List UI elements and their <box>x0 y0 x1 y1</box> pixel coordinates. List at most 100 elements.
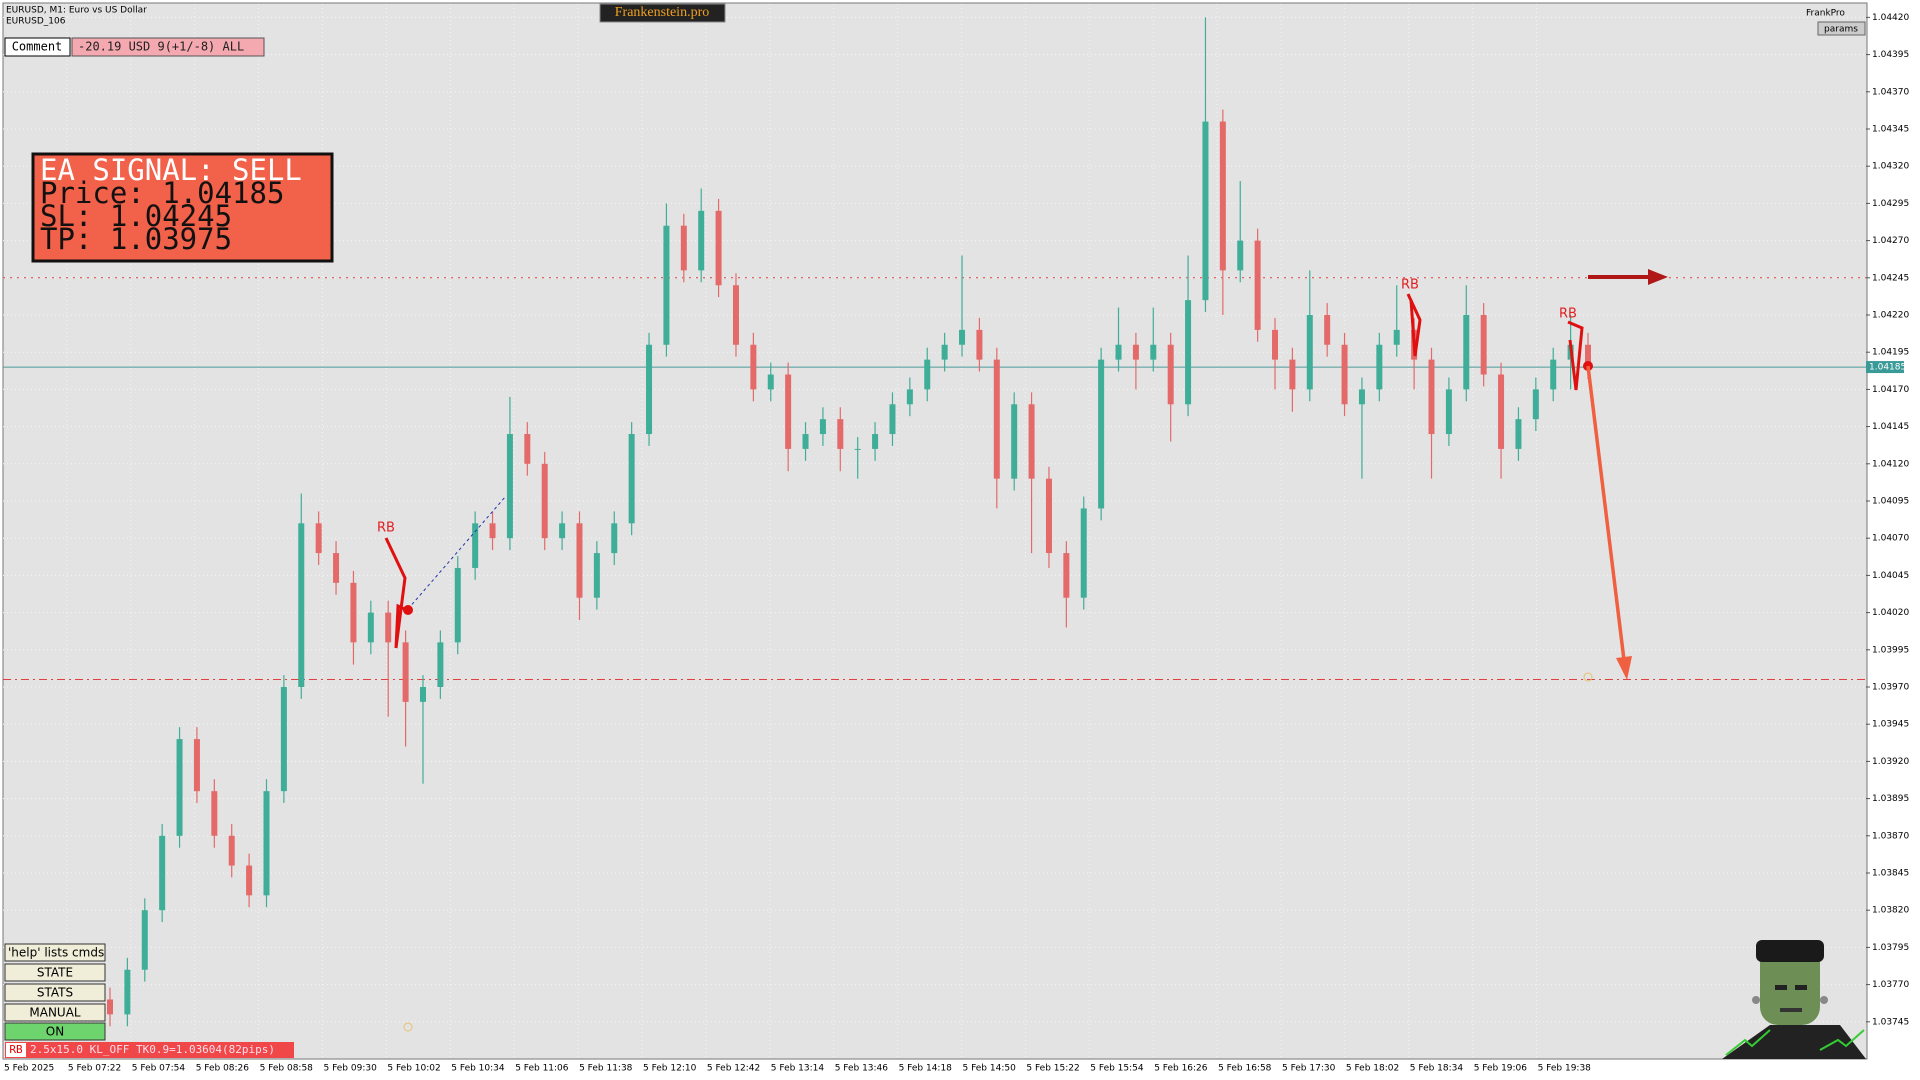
y-tick-label: 1.04145 <box>1872 422 1909 432</box>
sl-arrow-head <box>1648 269 1668 285</box>
x-tick-label: 5 Feb 17:30 <box>1282 1064 1336 1074</box>
candle-body <box>1237 240 1244 271</box>
profile: FrankPro <box>1806 9 1845 19</box>
candle-body <box>959 329 966 345</box>
candle-body <box>906 389 913 405</box>
y-tick-label: 1.03870 <box>1872 831 1909 841</box>
x-tick-label: 5 Feb 19:06 <box>1474 1064 1528 1074</box>
comment-box <box>71 37 265 57</box>
x-tick-label: 5 Feb 18:02 <box>1346 1064 1399 1074</box>
y-tick-label: 1.04320 <box>1872 162 1909 172</box>
candle-body <box>576 523 583 598</box>
candle-body <box>1480 314 1487 375</box>
candle-body <box>819 419 826 435</box>
y-tick-label: 1.04270 <box>1872 236 1909 246</box>
candle-body <box>315 523 322 554</box>
button-label[interactable]: STATE <box>37 966 73 980</box>
y-tick-label: 1.04095 <box>1872 496 1909 506</box>
candle-body <box>228 835 235 866</box>
signal-line: SL: 1.04245 <box>40 199 232 233</box>
button[interactable] <box>4 963 106 982</box>
x-tick-label: 5 Feb 19:38 <box>1538 1064 1592 1074</box>
candle-body <box>1011 404 1018 479</box>
button-label[interactable]: ON <box>46 1025 64 1039</box>
params-label[interactable]: params <box>1824 25 1858 35</box>
entry-marker <box>403 605 413 615</box>
candle-body <box>1185 300 1192 405</box>
candle-body <box>750 344 757 390</box>
candle-body <box>854 448 861 450</box>
button[interactable] <box>4 1022 106 1041</box>
x-tick-label: 5 Feb 10:02 <box>387 1064 440 1074</box>
candle-body <box>141 910 148 970</box>
signal-panel <box>31 152 334 263</box>
params-button[interactable] <box>1817 21 1866 36</box>
tp-marker <box>1583 672 1593 682</box>
x-tick-label: 5 Feb 16:58 <box>1218 1064 1272 1074</box>
candle-body <box>698 210 705 271</box>
candle-body <box>454 567 461 643</box>
candle-body <box>298 523 305 687</box>
tp-arrow-head <box>1616 656 1632 680</box>
candle-body <box>993 359 1000 479</box>
candle-body <box>837 419 844 449</box>
button[interactable] <box>4 983 106 1002</box>
comment-button[interactable] <box>4 37 71 57</box>
bid-badge <box>1866 361 1904 374</box>
candle-body <box>924 359 931 390</box>
candle-body <box>715 210 722 286</box>
candle-body <box>646 344 653 435</box>
candle-body <box>1202 121 1209 301</box>
comment-button-label[interactable]: Comment <box>12 40 63 54</box>
x-tick-label: 5 Feb 08:26 <box>196 1064 250 1074</box>
candle-body <box>1254 240 1261 330</box>
trend-line <box>407 495 507 610</box>
y-tick-label: 1.04345 <box>1872 124 1909 134</box>
y-tick-label: 1.03845 <box>1872 868 1909 878</box>
x-tick-label: 5 Feb 13:14 <box>771 1064 825 1074</box>
button[interactable] <box>4 943 106 962</box>
candle-body <box>1306 314 1313 390</box>
y-tick-label: 1.03945 <box>1872 720 1909 730</box>
candle-body <box>611 523 618 554</box>
account: EURUSD_106 <box>6 17 66 27</box>
annotation: RB <box>1401 278 1419 293</box>
rb-shape <box>1406 293 1422 357</box>
candle-body <box>1376 344 1383 390</box>
rb-shape <box>384 537 412 649</box>
status-tag: RB <box>9 1043 23 1056</box>
candle-body <box>1289 359 1296 390</box>
candle-body <box>680 225 687 271</box>
x-tick-label: 5 Feb 08:58 <box>260 1064 314 1074</box>
comment-text: -20.19 USD 9(+1/-8) ALL <box>78 40 244 54</box>
candle-body <box>367 612 374 643</box>
marker <box>403 1022 413 1032</box>
candle-body <box>1515 419 1522 449</box>
tp-arrow <box>1586 365 1626 661</box>
candle-body <box>159 835 166 911</box>
y-tick-label: 1.03745 <box>1872 1017 1909 1027</box>
candle-body <box>1358 389 1365 405</box>
mascot <box>1722 940 1866 1059</box>
candle-body <box>1428 359 1435 435</box>
candle-body <box>1080 508 1087 598</box>
candle-body <box>419 686 426 702</box>
button[interactable] <box>4 1003 106 1022</box>
signal-line: TP: 1.03975 <box>40 222 232 256</box>
button-label[interactable]: MANUAL <box>29 1006 81 1020</box>
rb-shape <box>1567 320 1584 391</box>
x-tick-label: 5 Feb 12:42 <box>707 1064 760 1074</box>
candle-body <box>889 404 896 435</box>
candle-body <box>489 523 496 539</box>
candle-body <box>941 344 948 360</box>
y-tick-label: 1.03770 <box>1872 980 1909 990</box>
candle-body <box>976 329 983 360</box>
candle-body <box>193 739 200 792</box>
candle-body <box>1393 329 1400 345</box>
x-tick-label: 5 Feb 18:34 <box>1410 1064 1464 1074</box>
button-label[interactable]: STATS <box>37 986 73 1000</box>
candle-body <box>263 791 270 896</box>
x-tick-label: 5 Feb 15:22 <box>1026 1064 1079 1074</box>
button-label[interactable]: 'help' lists cmds <box>8 946 104 960</box>
